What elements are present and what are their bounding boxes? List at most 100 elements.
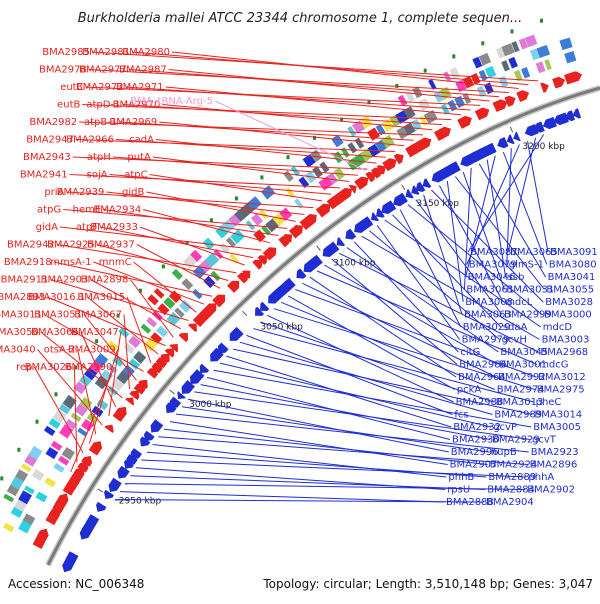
gene-label[interactable]: BMA2972 [76,82,124,93]
gene-label[interactable]: sojA [87,170,108,181]
gene-label[interactable]: BMA2966 [66,135,114,146]
gene-label[interactable]: BMA2980 [122,47,170,58]
gene-label[interactable]: pckA [457,385,482,396]
gene-label[interactable]: BMA3046 [468,272,516,283]
gene-label[interactable]: BMA2932 [453,422,501,433]
gene-label[interactable]: BMA3015 [77,292,125,303]
gene-label[interactable]: gcvP [493,422,517,433]
gene-label[interactable]: BMA2898 [81,275,129,286]
gene-label[interactable]: BMA2970 [113,100,161,111]
gene-label[interactable]: BMA2968 [540,347,588,358]
gene-label[interactable]: BMA3028 [545,297,593,308]
gene-label[interactable]: BMA3031 [506,285,554,296]
gene-label[interactable]: BMA2888 [446,497,494,508]
gene-label[interactable]: BMA3011 [0,310,42,321]
gene-label[interactable]: BMA3012 [538,372,586,383]
gene-label[interactable]: cadA [129,135,154,146]
gene-label[interactable]: BMA3061 [466,285,514,296]
gene-label[interactable]: BMA2923 [531,447,579,458]
gene-label[interactable]: phhA [528,472,554,483]
gene-label[interactable]: BMA2975 [537,385,585,396]
gene-label[interactable]: BMA3079 [469,260,517,271]
gene-label[interactable]: BMA3040 [0,345,36,356]
gene-label[interactable]: atpC [124,170,147,181]
gene-label[interactable]: BMA3091 [550,247,598,258]
gene-label[interactable]: BMA3016.1 [28,292,85,303]
gene-label[interactable]: BMA3050 [0,327,39,338]
gene-label[interactable]: BMA2929 [492,435,540,446]
gene-label[interactable]: BMA3041 [548,272,596,283]
gene-label[interactable]: BMA2907 [450,460,498,471]
gene-label[interactable]: BMA2889 [488,472,536,483]
gene-label[interactable]: glmS-1 [509,260,544,271]
gene-label[interactable]: BMA2930 [452,435,500,446]
gene-label[interactable]: BMA3026 [25,362,73,373]
gene-label[interactable]: BMA3051 [34,310,82,321]
gene-label[interactable]: hupB [491,447,517,458]
gene-label[interactable]: BMA2918 [4,257,52,268]
gene-label[interactable]: BMA2971 [116,82,164,93]
gene-label[interactable]: BMA3005 [533,422,581,433]
gene-label[interactable]: atpG [37,205,61,216]
gene-label[interactable]: gidB [122,187,144,198]
gene-label[interactable]: BMA2982 [29,117,77,128]
gene-label[interactable]: BMA3045 [500,347,548,358]
gene-label[interactable]: mdcG [539,360,568,371]
gene-label[interactable]: atpF [76,222,98,233]
gene-label[interactable]: BMA2904 [486,497,534,508]
gene-label[interactable]: BMA3029 [463,322,511,333]
gene-label[interactable]: BMA2937 [87,240,135,251]
gene-label[interactable]: phhB [448,472,474,483]
gene-label[interactable]: BMA2988 [456,397,504,408]
gene-label[interactable]: BMA2939 [57,187,105,198]
gene-label[interactable]: citG [460,347,480,358]
gene-label[interactable]: BMA2924 [490,460,538,471]
gene-label[interactable]: BMA2902 [527,485,575,496]
gene-label[interactable]: gidA [36,222,58,233]
gene-label[interactable]: BMA2934 [93,205,141,216]
gene-label[interactable]: BMA2947 [26,135,74,146]
gene-label[interactable]: atpD-1 [86,100,120,111]
gene-label[interactable]: BMA2925 [47,240,95,251]
gene-label[interactable]: BMA2942 [7,240,55,251]
gene-label[interactable]: mdcL [505,297,533,308]
gene-label[interactable]: atpB-1 [84,117,117,128]
gene-label[interactable]: BMA2896 [530,460,578,471]
gene-label[interactable]: BMA3001 [499,360,547,371]
gene-label[interactable]: BMA2974 [497,385,545,396]
gene-label[interactable]: BMA2884 [487,485,535,496]
gene-label[interactable]: BMA3013 [496,397,544,408]
gene-label[interactable]: BMA3003 [542,335,590,346]
gene-label[interactable]: hemE [73,205,102,216]
gene-label[interactable]: BMA3066 [31,327,79,338]
gene-label[interactable]: BMA2964 [458,372,506,383]
gene-label[interactable]: atpH [87,152,111,163]
gene-label[interactable]: gcvT [532,435,557,446]
gene-label[interactable]: BMA3014 [534,410,582,421]
gene-label[interactable]: mdcD [543,322,573,333]
gene-label[interactable]: BMA3000 [544,310,592,321]
gene-label[interactable]: pheC [536,397,562,408]
gene-label[interactable]: BMA3055 [546,285,594,296]
gene-label[interactable]: BMA2996 [451,447,499,458]
gene-label[interactable]: BMA2911 [1,275,49,286]
gene-label[interactable]: sdaA [503,322,528,333]
gene-label[interactable]: gcvH [502,335,527,346]
gene-label[interactable]: BMA3009 [68,345,116,356]
gene-label[interactable]: BMA2981 [82,47,130,58]
gene-label[interactable]: eutB [57,100,80,111]
gene-label[interactable]: eutC [60,82,83,93]
gene-label[interactable]: BMA3065 [510,247,558,258]
gene-label[interactable]: BMA2941 [20,170,68,181]
gene-label[interactable]: priA [44,187,64,198]
gene-label[interactable]: BMA2989 [494,410,542,421]
gene-label[interactable]: BMA3008 [465,297,513,308]
gene-label[interactable]: BMA2977 [79,65,127,76]
gene-label[interactable]: BMA2979 [462,335,510,346]
gene-label[interactable]: BMA2933 [90,222,138,233]
gene-label[interactable]: BMA2992 [498,372,546,383]
gene-label[interactable]: BMA2943 [23,152,71,163]
gene-label[interactable]: BMA2903 [41,275,89,286]
gene-label[interactable]: BMA3047 [71,327,119,338]
gene-label[interactable]: fcs [454,410,468,421]
